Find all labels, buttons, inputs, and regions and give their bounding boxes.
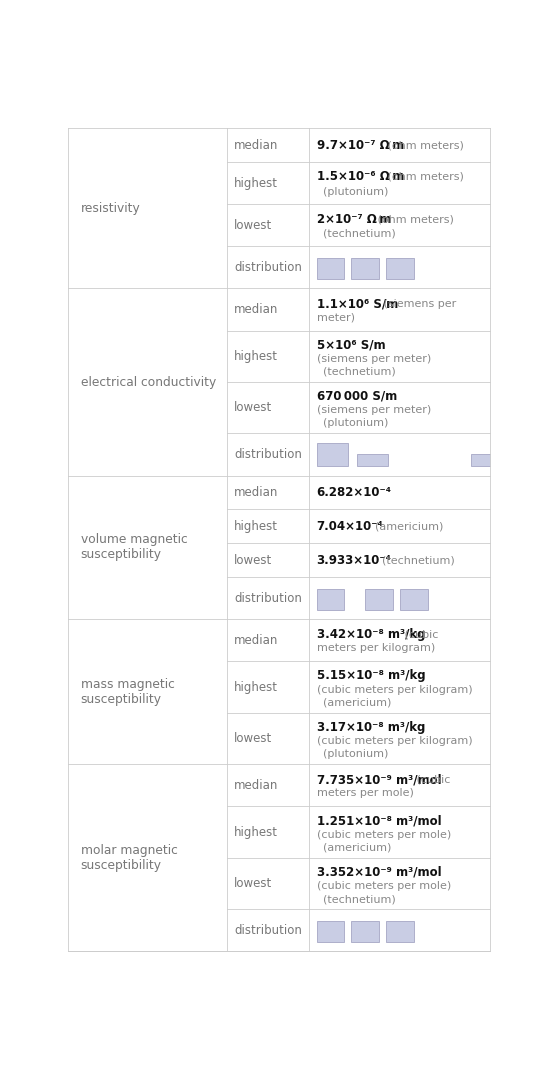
Text: distribution: distribution xyxy=(234,448,302,461)
Text: 7.04×10⁻⁴: 7.04×10⁻⁴ xyxy=(317,520,383,533)
Bar xyxy=(317,443,348,466)
Text: (cubic meters per mole): (cubic meters per mole) xyxy=(317,830,451,840)
Text: 7.735×10⁻⁹ m³/mol: 7.735×10⁻⁹ m³/mol xyxy=(317,773,441,787)
Text: (cubic meters per mole): (cubic meters per mole) xyxy=(317,881,451,892)
Text: 3.352×10⁻⁹ m³/mol: 3.352×10⁻⁹ m³/mol xyxy=(317,866,441,879)
Text: highest: highest xyxy=(234,176,278,189)
Text: 3.42×10⁻⁸ m³/kg: 3.42×10⁻⁸ m³/kg xyxy=(317,629,425,641)
Text: lowest: lowest xyxy=(234,877,272,890)
Text: (siemens per meter): (siemens per meter) xyxy=(317,405,431,415)
Text: median: median xyxy=(234,486,278,499)
Bar xyxy=(317,920,344,942)
Text: 2×10⁻⁷ Ω m: 2×10⁻⁷ Ω m xyxy=(317,213,391,226)
Text: (americium): (americium) xyxy=(368,522,444,531)
Text: 670 000 S/m: 670 000 S/m xyxy=(317,390,397,403)
Text: median: median xyxy=(234,139,278,152)
Text: 1.251×10⁻⁸ m³/mol: 1.251×10⁻⁸ m³/mol xyxy=(317,815,441,827)
Text: meter): meter) xyxy=(317,312,355,322)
Text: (ohm meters): (ohm meters) xyxy=(384,172,464,182)
Text: (technetium): (technetium) xyxy=(323,894,396,904)
Text: 5×10⁶ S/m: 5×10⁶ S/m xyxy=(317,339,385,352)
Text: (plutonium): (plutonium) xyxy=(323,187,388,197)
Text: highest: highest xyxy=(234,350,278,362)
Text: 1.5×10⁻⁶ Ω m: 1.5×10⁻⁶ Ω m xyxy=(317,170,404,184)
Bar xyxy=(352,258,379,279)
Text: (cubic: (cubic xyxy=(413,775,451,785)
Text: (cubic meters per kilogram): (cubic meters per kilogram) xyxy=(317,685,473,695)
Text: distribution: distribution xyxy=(234,261,302,274)
Text: median: median xyxy=(234,303,278,316)
Text: highest: highest xyxy=(234,520,278,533)
Text: (cubic meters per kilogram): (cubic meters per kilogram) xyxy=(317,737,473,746)
Text: (cubic: (cubic xyxy=(401,630,438,640)
Bar xyxy=(317,589,344,610)
Text: electrical conductivity: electrical conductivity xyxy=(81,375,216,388)
Bar xyxy=(400,589,428,610)
Bar xyxy=(386,920,414,942)
Text: meters per mole): meters per mole) xyxy=(317,788,414,797)
Text: (technetium): (technetium) xyxy=(323,229,396,238)
Text: lowest: lowest xyxy=(234,732,272,745)
Text: (ohm meters): (ohm meters) xyxy=(384,140,464,151)
Text: (siemens per meter): (siemens per meter) xyxy=(317,354,431,363)
Text: (ohm meters): (ohm meters) xyxy=(374,214,454,224)
Text: (siemens per: (siemens per xyxy=(380,299,456,309)
Text: (technetium): (technetium) xyxy=(374,555,455,566)
Text: (plutonium): (plutonium) xyxy=(323,749,388,759)
Text: 1.1×10⁶ S/m: 1.1×10⁶ S/m xyxy=(317,297,398,310)
Text: 3.17×10⁻⁸ m³/kg: 3.17×10⁻⁸ m³/kg xyxy=(317,721,425,733)
Text: meters per kilogram): meters per kilogram) xyxy=(317,642,435,653)
Text: volume magnetic
susceptibility: volume magnetic susceptibility xyxy=(81,533,187,561)
Text: 5.15×10⁻⁸ m³/kg: 5.15×10⁻⁸ m³/kg xyxy=(317,669,425,682)
Text: lowest: lowest xyxy=(234,219,272,232)
Bar xyxy=(352,920,379,942)
Text: highest: highest xyxy=(234,825,278,839)
Text: highest: highest xyxy=(234,681,278,694)
Text: median: median xyxy=(234,779,278,792)
Text: lowest: lowest xyxy=(234,401,272,414)
Text: 3.933×10⁻⁴: 3.933×10⁻⁴ xyxy=(317,554,391,567)
Text: (americium): (americium) xyxy=(323,842,391,853)
Text: (plutonium): (plutonium) xyxy=(323,418,388,429)
Text: (americium): (americium) xyxy=(323,698,391,708)
Text: (technetium): (technetium) xyxy=(323,367,396,376)
Text: resistivity: resistivity xyxy=(81,202,141,215)
Bar xyxy=(356,454,388,466)
Text: median: median xyxy=(234,634,278,647)
Text: 9.7×10⁻⁷ Ω m: 9.7×10⁻⁷ Ω m xyxy=(317,139,404,152)
Text: lowest: lowest xyxy=(234,554,272,567)
Bar xyxy=(317,258,344,279)
Bar xyxy=(365,589,393,610)
Bar xyxy=(471,454,502,466)
Text: 6.282×10⁻⁴: 6.282×10⁻⁴ xyxy=(317,486,392,499)
Text: distribution: distribution xyxy=(234,592,302,605)
Text: mass magnetic
susceptibility: mass magnetic susceptibility xyxy=(81,678,174,706)
Text: molar magnetic
susceptibility: molar magnetic susceptibility xyxy=(81,843,178,872)
Text: distribution: distribution xyxy=(234,924,302,936)
Bar xyxy=(386,258,414,279)
